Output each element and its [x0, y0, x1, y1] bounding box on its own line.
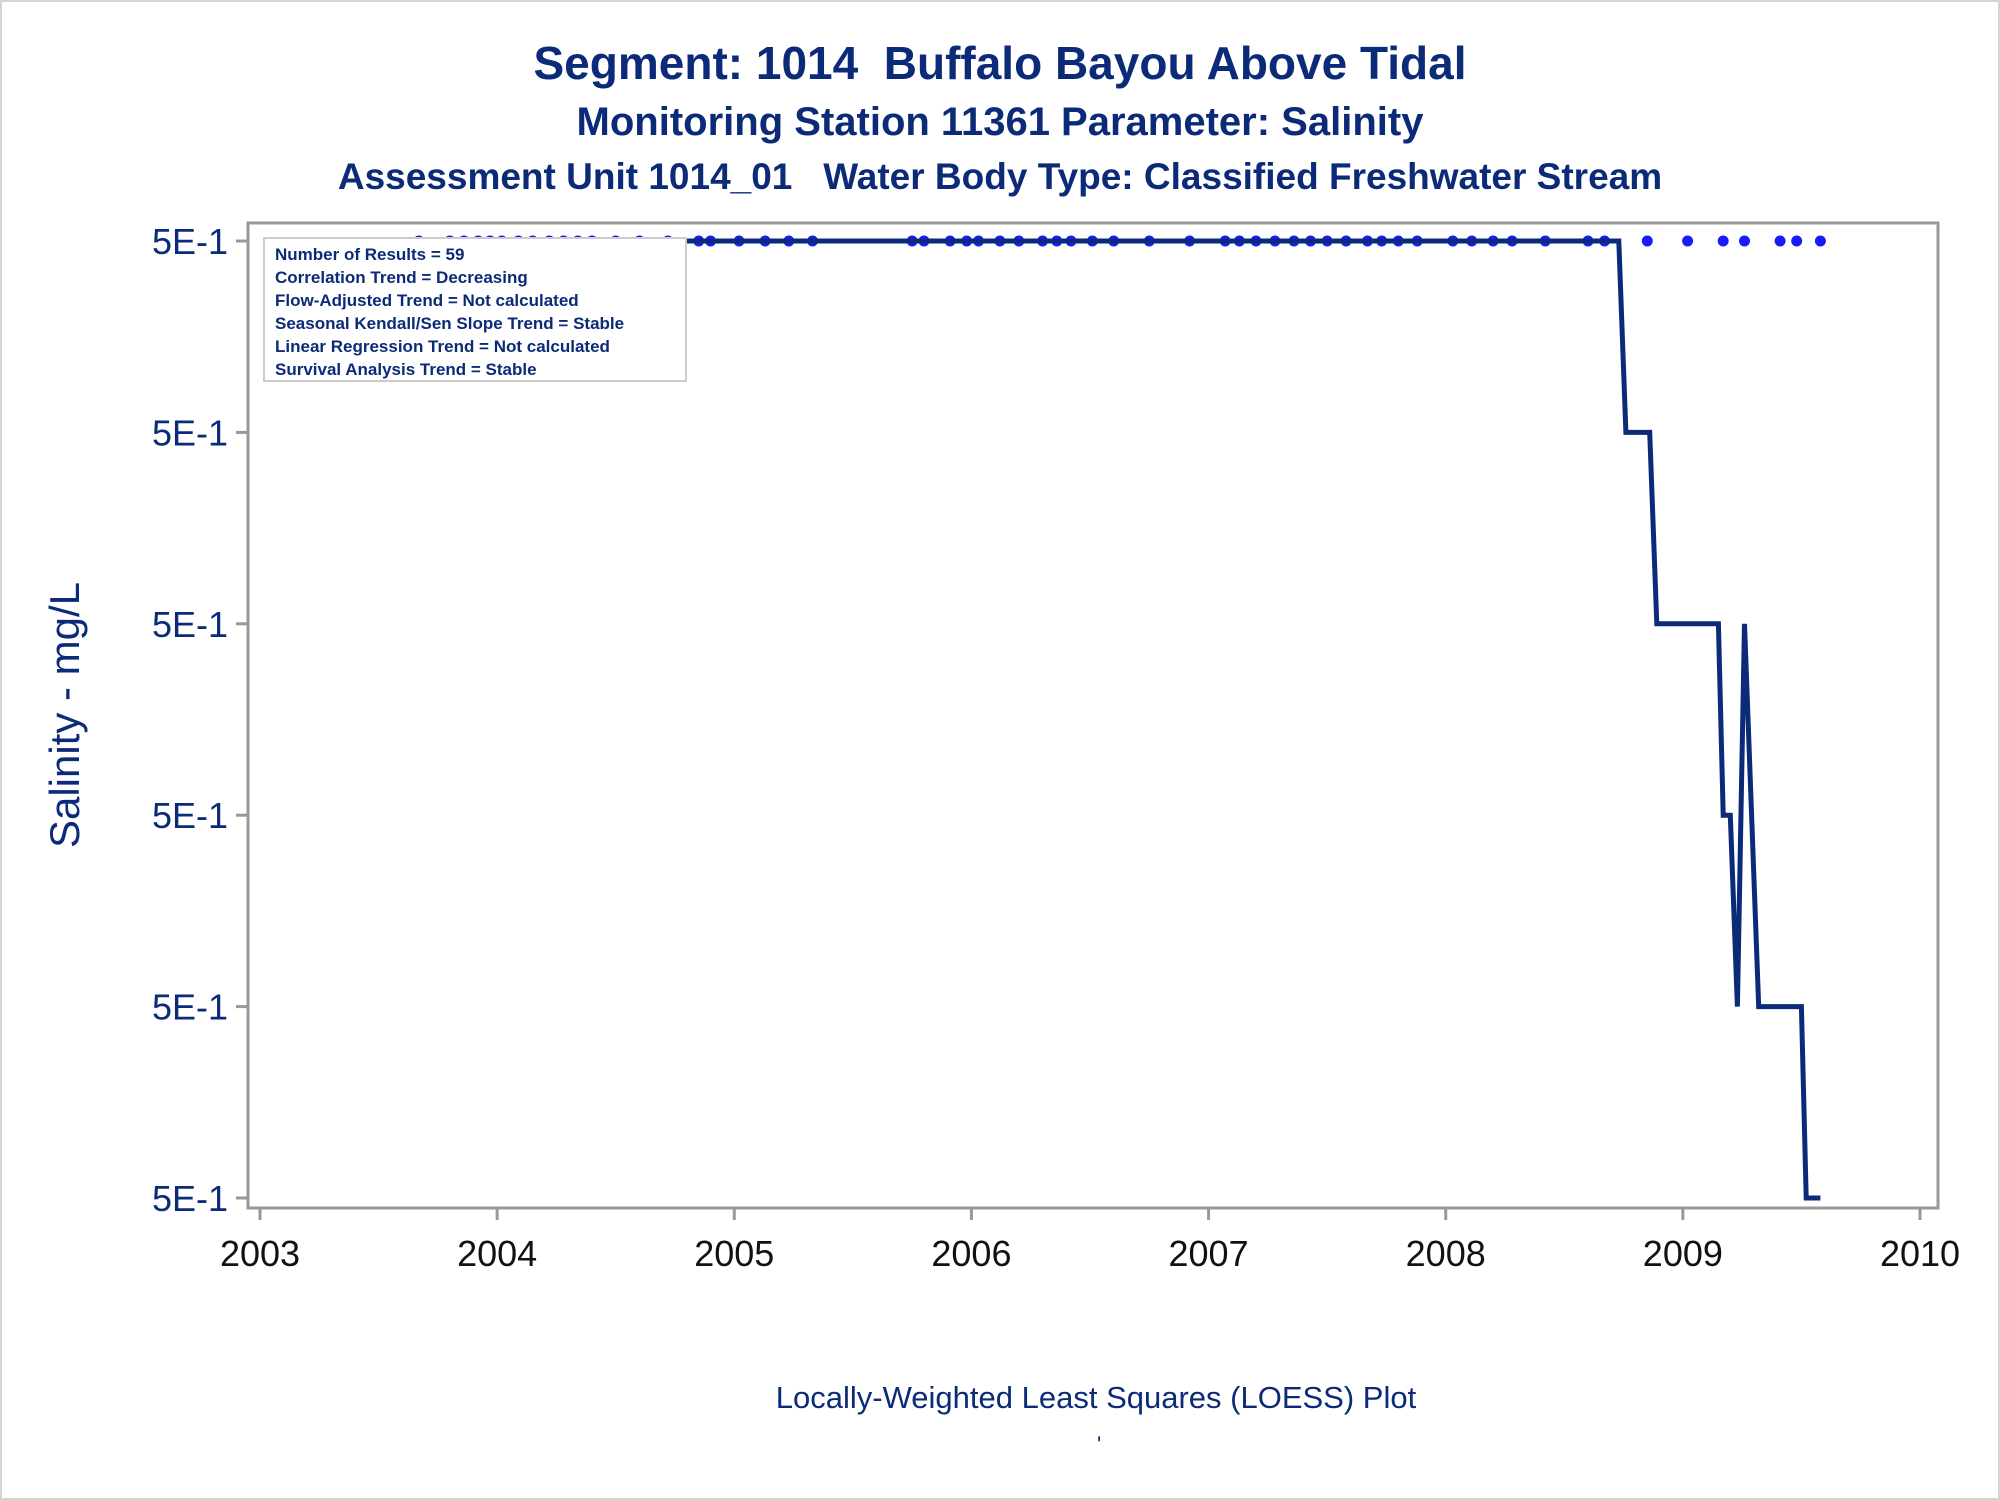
x-tick-label: 2006 — [931, 1233, 1011, 1274]
x-tick-label: 2004 — [457, 1233, 537, 1274]
y-tick-label: 5E-1 — [152, 412, 228, 453]
loess-line — [418, 238, 1821, 1201]
stats-box: Number of Results = 59 Correlation Trend… — [263, 237, 687, 382]
stats-box-border — [263, 237, 687, 382]
data-point — [1641, 235, 1653, 247]
chart-title: Segment: 1014 Buffalo Bayou Above Tidal — [533, 37, 1467, 89]
loess-line-layer — [418, 238, 1821, 1201]
y-tick-label: 5E-1 — [152, 795, 228, 836]
stats-line: Number of Results = 59 — [275, 245, 464, 264]
y-tick-label: 5E-1 — [152, 987, 228, 1028]
plot-footnote: Locally-Weighted Least Squares (LOESS) P… — [775, 1380, 1417, 1415]
x-tick-label: 2008 — [1406, 1233, 1486, 1274]
stats-line: Linear Regression Trend = Not calculated — [275, 337, 610, 356]
x-tick-label: 2007 — [1169, 1233, 1249, 1274]
data-point — [1739, 235, 1751, 247]
y-tick-label: 5E-1 — [152, 604, 228, 645]
chart-subtitle: Monitoring Station 11361 Parameter: Sali… — [576, 100, 1424, 144]
data-point — [1814, 235, 1826, 247]
data-point — [1717, 235, 1729, 247]
y-axis-label: Salinity - mg/L — [41, 582, 88, 848]
x-tick-label: 2009 — [1643, 1233, 1723, 1274]
footnote-mark: ' — [1097, 1432, 1102, 1457]
stats-line: Seasonal Kendall/Sen Slope Trend = Stabl… — [275, 314, 624, 333]
x-axis: 2003 2004 2005 2006 2007 2008 2009 2010 — [220, 1208, 1960, 1274]
x-tick-label: 2005 — [694, 1233, 774, 1274]
stats-line: Correlation Trend = Decreasing — [275, 268, 528, 287]
x-tick-label: 2003 — [220, 1233, 300, 1274]
chart-subtitle-2: Assessment Unit 1014_01 Water Body Type:… — [337, 156, 1663, 197]
stats-line: Flow-Adjusted Trend = Not calculated — [275, 291, 579, 310]
data-point — [1682, 235, 1694, 247]
y-axis: 5E-1 5E-1 5E-1 5E-1 5E-1 5E-1 — [152, 221, 248, 1219]
y-tick-label: 5E-1 — [152, 1178, 228, 1219]
plot-area — [246, 221, 1940, 1210]
data-point — [1774, 235, 1786, 247]
stats-line: Survival Analysis Trend = Stable — [275, 360, 537, 379]
x-tick-label: 2010 — [1880, 1233, 1960, 1274]
y-tick-label: 5E-1 — [152, 221, 228, 262]
data-point — [1791, 235, 1803, 247]
